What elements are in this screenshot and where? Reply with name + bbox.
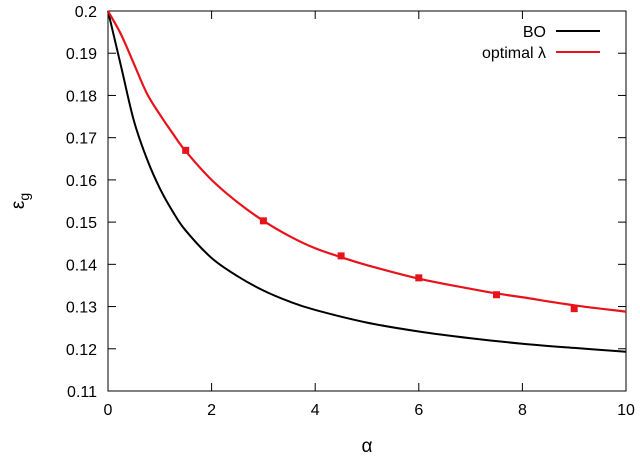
legend-label: optimal λ — [482, 45, 546, 62]
series-line-optimal-lambda — [107, 10, 627, 313]
plot-frame — [107, 10, 627, 392]
data-point-marker — [570, 305, 578, 313]
x-axis-title: α — [362, 436, 373, 457]
legend-item-optimal-lambda: optimal λ — [482, 45, 600, 62]
y-tick-label: 0.15 — [66, 215, 97, 232]
series-layer — [107, 10, 627, 353]
y-tick-label: 0.2 — [75, 4, 97, 21]
legend-item-bo: BO — [523, 24, 600, 41]
data-point-marker — [182, 146, 190, 154]
x-tick-label: 6 — [414, 402, 423, 419]
data-point-marker — [337, 252, 345, 260]
data-point-marker — [259, 217, 267, 225]
series-line-bo — [107, 10, 627, 353]
y-tick-label: 0.14 — [66, 257, 97, 274]
legend-label: BO — [523, 24, 546, 41]
y-tick-label: 0.13 — [66, 300, 97, 317]
data-point-marker — [493, 291, 500, 299]
y-axis-title-symbol: ε — [8, 200, 29, 209]
y-axis: 0.11 0.12 0.13 0.14 0.15 0.16 0.17 0.18 0.19 0.2 — [66, 4, 626, 401]
y-tick-label: 0.16 — [66, 173, 97, 190]
y-tick-label: 0.18 — [66, 88, 97, 105]
legend: BO optimal λ — [482, 24, 600, 62]
y-axis-title-subscript: g — [16, 193, 32, 201]
plot-area-border — [107, 10, 627, 392]
y-tick-label: 0.19 — [66, 46, 97, 63]
x-tick-label: 4 — [311, 402, 320, 419]
marker-layer — [182, 146, 578, 313]
y-tick-label: 0.12 — [66, 342, 97, 359]
x-tick-label: 8 — [518, 402, 527, 419]
y-axis-title: εg — [8, 193, 32, 209]
y-tick-label: 0.11 — [67, 384, 97, 401]
x-tick-label: 10 — [617, 402, 635, 419]
x-tick-label: 2 — [207, 402, 216, 419]
svg-text:εg: εg — [8, 193, 32, 209]
x-axis: 0 2 4 6 8 10 — [104, 11, 635, 419]
x-tick-label: 0 — [104, 402, 113, 419]
y-tick-label: 0.17 — [66, 131, 97, 148]
data-point-marker — [415, 274, 423, 282]
